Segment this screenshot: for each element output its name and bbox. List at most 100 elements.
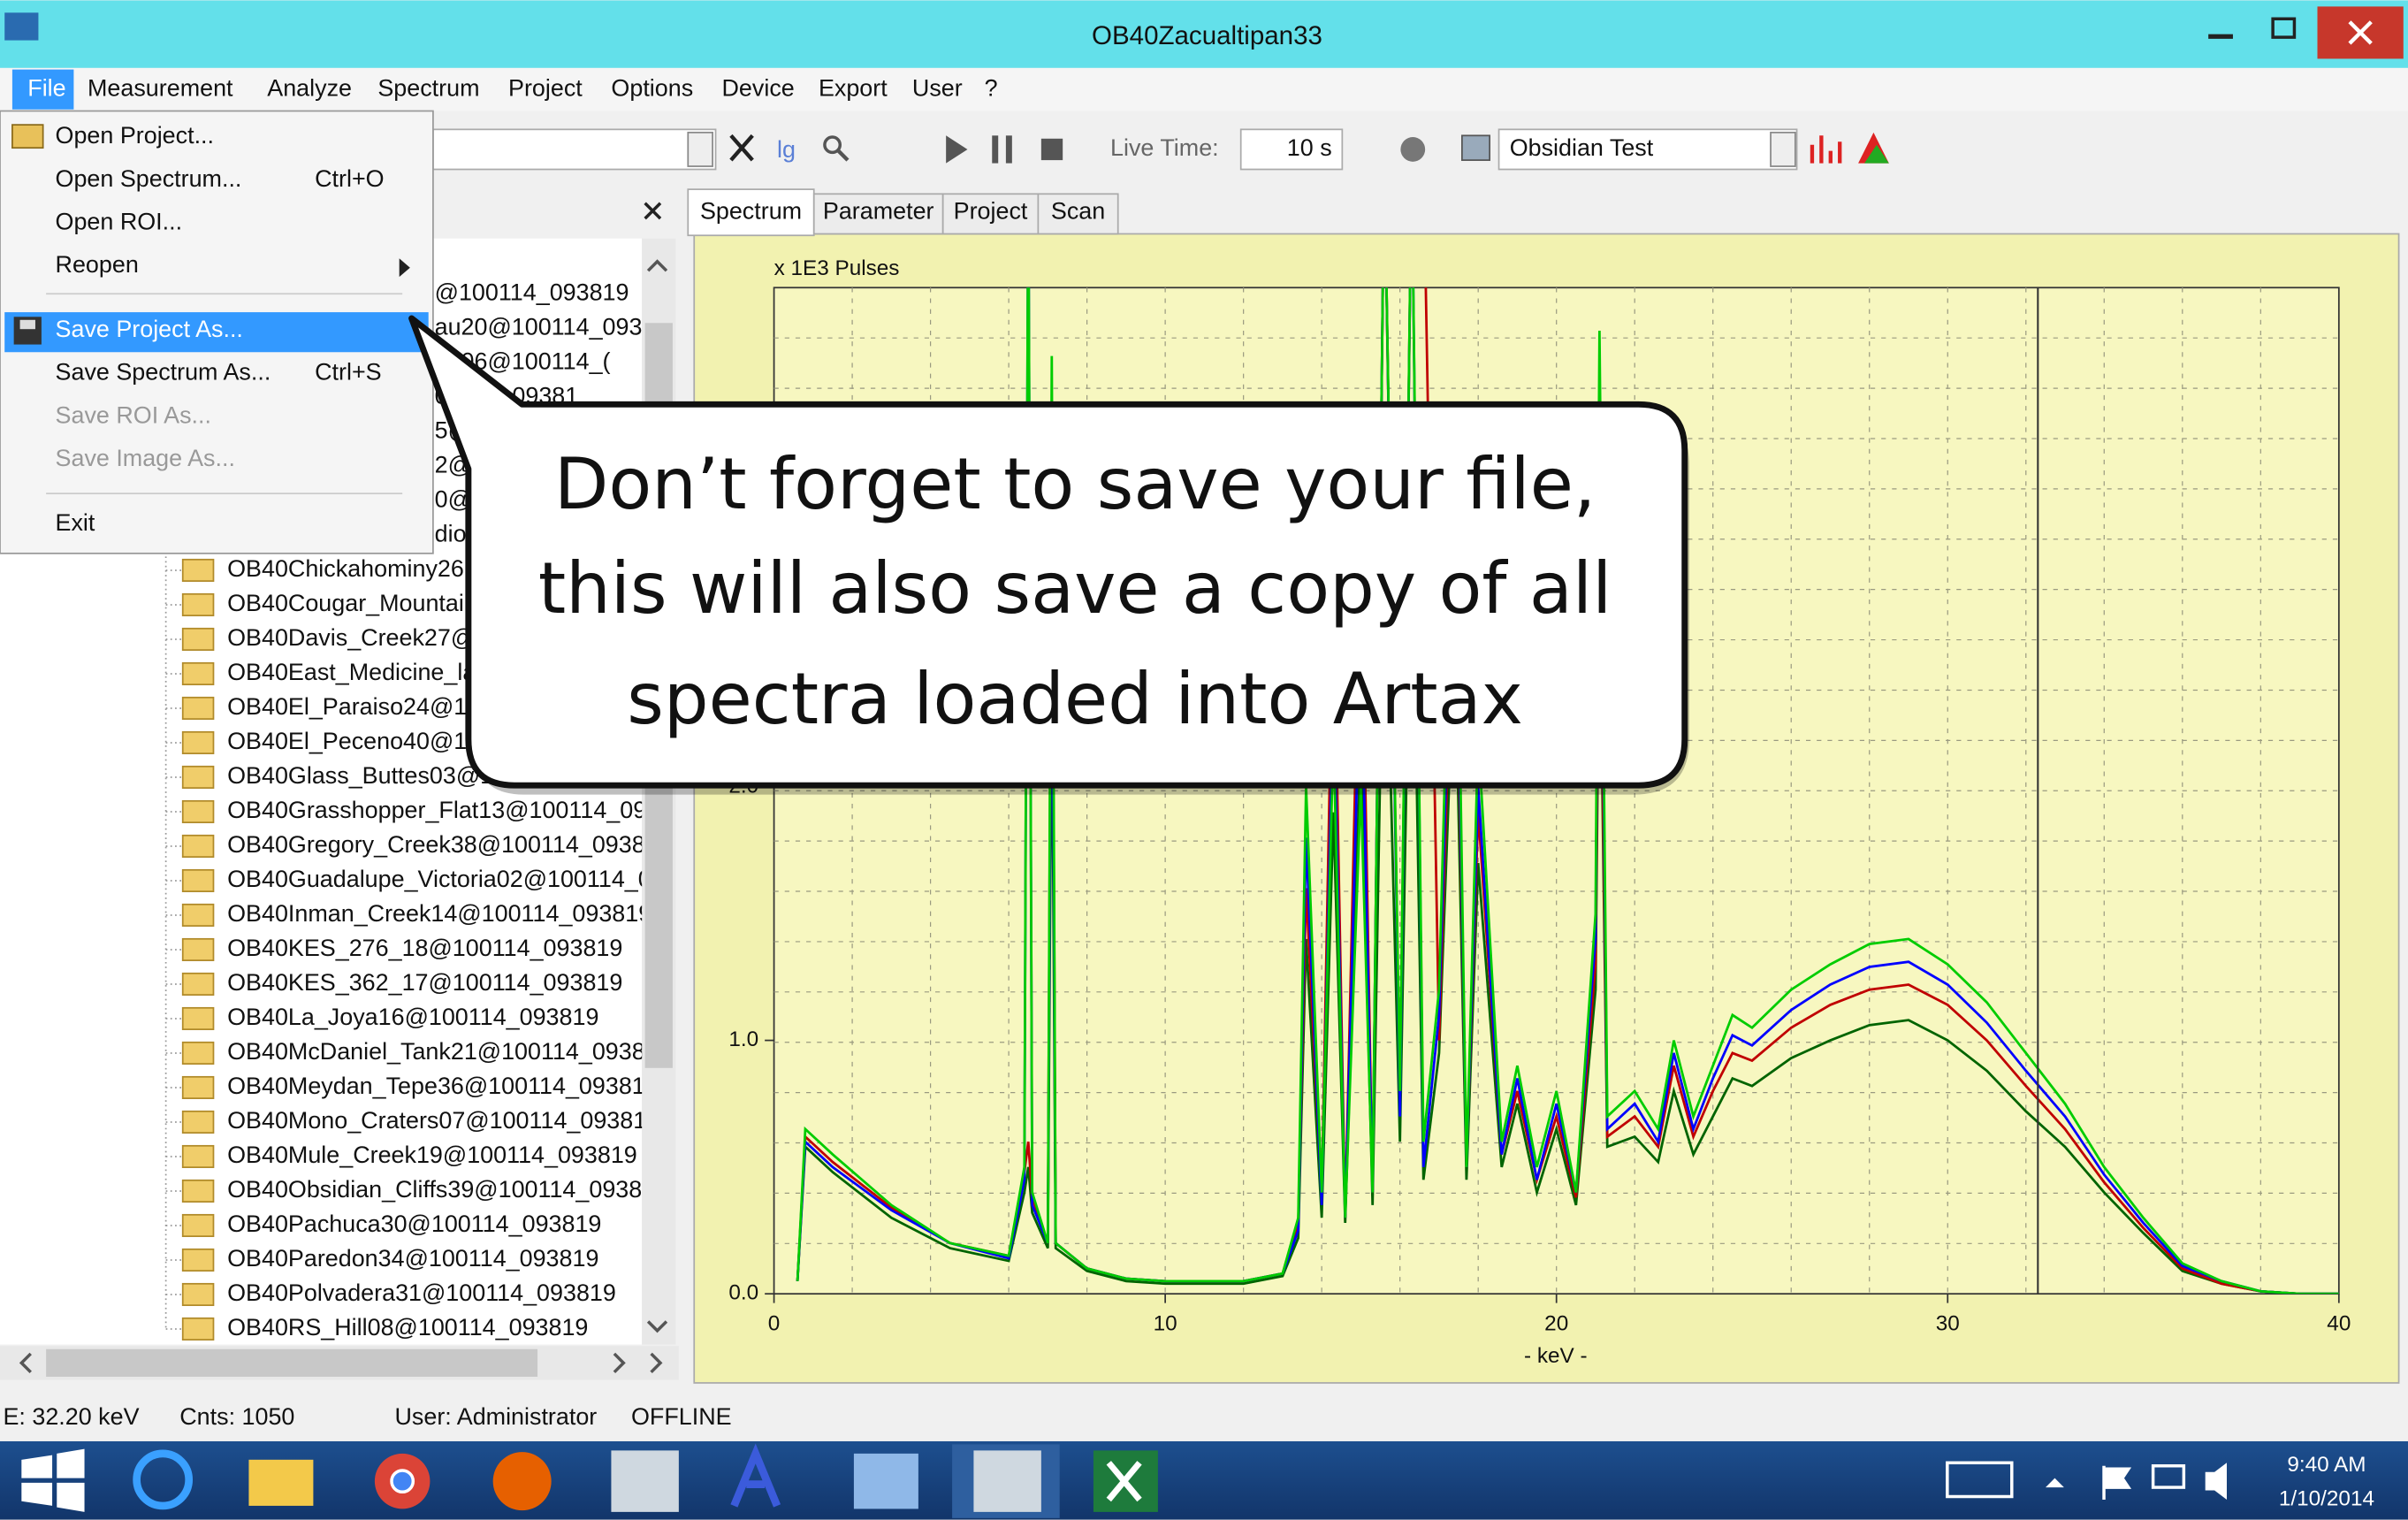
x-tick-label: 40 xyxy=(2327,1311,2351,1335)
taskbar xyxy=(0,1441,2408,1520)
menu-entry[interactable]: Open Spectrum... xyxy=(56,165,242,192)
tree-item[interactable]: OB40KES_276_18@100114_093819 xyxy=(227,935,622,961)
tree-item[interactable]: OB40Inman_Creek14@100114_093819 xyxy=(227,900,652,927)
folder-icon xyxy=(183,732,214,753)
spectrum-dropdown[interactable] xyxy=(433,129,716,169)
minimize-button[interactable] xyxy=(2208,34,2233,39)
tree-item[interactable]: OB40Gregory_Creek38@100114_09381 xyxy=(227,831,659,858)
menu-item[interactable]: Spectrum xyxy=(377,74,479,101)
menu-item[interactable]: Measurement xyxy=(88,74,233,101)
pause-icon[interactable] xyxy=(992,135,998,163)
live-time-value: 10 s xyxy=(1287,134,1332,161)
menu-entry: Save ROI As... xyxy=(56,401,211,428)
pause-icon xyxy=(1006,135,1012,163)
folder-icon xyxy=(183,1215,214,1236)
menu-item[interactable]: Device xyxy=(722,74,795,101)
open-icon xyxy=(12,125,43,148)
bruker-icon[interactable] xyxy=(611,1450,678,1511)
folder-icon xyxy=(183,1318,214,1340)
screenshot: lg @100114_093819au20@100114_093tte06@10… xyxy=(0,0,2408,1520)
folder-icon xyxy=(183,767,214,788)
x-tick-label: 10 xyxy=(1154,1311,1177,1335)
tree-item-partial: @100114_093819 xyxy=(435,279,629,305)
tree-item[interactable]: OB40Cougar_Mountain xyxy=(227,590,477,616)
y-tick-label: 1.0 xyxy=(728,1027,758,1051)
menu-entry[interactable]: Reopen xyxy=(56,251,139,278)
tab-label: Project xyxy=(954,197,1028,224)
file-menu: Open Project... Open Spectrum... Ctrl+O Ope… xyxy=(0,111,433,554)
status-text: User: Administrator xyxy=(394,1403,597,1430)
dropdown-arrow[interactable] xyxy=(1771,133,1795,166)
app-icon[interactable] xyxy=(854,1454,918,1509)
tree-item[interactable]: OB40Mule_Creek19@100114_093819 xyxy=(227,1142,637,1168)
menu-item[interactable]: Options xyxy=(611,74,693,101)
tree-item[interactable]: OB40Polvadera31@100114_093819 xyxy=(227,1279,616,1306)
menu-entry[interactable]: Open Project... xyxy=(56,122,214,149)
menu-entry: Save Image As... xyxy=(56,445,235,471)
stop-icon[interactable] xyxy=(1041,139,1063,160)
menu-entry[interactable]: Save Spectrum As... xyxy=(56,359,271,386)
tree-item[interactable]: OB40Davis_Creek27@ xyxy=(227,624,475,651)
tree-item[interactable]: OB40East_Medicine_la xyxy=(227,659,476,685)
log-icon[interactable]: lg xyxy=(777,136,796,163)
x-tick-label: 30 xyxy=(1936,1311,1960,1335)
callout-text: this will also save a copy of all xyxy=(538,547,1612,630)
tree-item[interactable]: OB40RS_Hill08@100114_093819 xyxy=(227,1314,588,1341)
folder-icon xyxy=(183,629,214,650)
tree-item[interactable]: OB40Glass_Buttes03@1 xyxy=(227,762,493,789)
folder-icon xyxy=(183,1111,214,1133)
menu-shortcut: Ctrl+S xyxy=(315,359,382,386)
x-tick-label: 20 xyxy=(1544,1311,1568,1335)
menu-entry[interactable]: Exit xyxy=(56,509,95,536)
tree-item[interactable]: OB40Paredon34@100114_093819 xyxy=(227,1245,598,1272)
h-scroll-thumb[interactable] xyxy=(46,1349,537,1377)
menu-item[interactable]: User xyxy=(912,74,963,101)
tree-item[interactable]: OB40Guadalupe_Victoria02@100114_0 xyxy=(227,866,652,892)
folder-icon xyxy=(183,1043,214,1064)
tree-item[interactable]: OB40Mono_Craters07@100114_09381 xyxy=(227,1107,646,1134)
menu-item[interactable]: Analyze xyxy=(267,74,352,101)
live-time-label: Live Time: xyxy=(1110,134,1219,161)
menu-entry[interactable]: Open ROI... xyxy=(56,208,183,234)
menu-item[interactable]: ? xyxy=(985,74,998,101)
method-name: Obsidian Test xyxy=(1510,134,1654,161)
tree-item[interactable]: OB40Chickahominy26@ xyxy=(227,555,488,582)
folder-icon xyxy=(183,1008,214,1029)
method-icon xyxy=(1462,135,1490,160)
tree-item[interactable]: OB40La_Joya16@100114_093819 xyxy=(227,1004,598,1030)
status-text: OFFLINE xyxy=(631,1403,732,1430)
y-axis-label: x 1E3 Pulses xyxy=(774,256,900,280)
menu-entry[interactable]: Save Project As... xyxy=(56,316,243,342)
tree-item[interactable]: OB40Meydan_Tepe36@100114_09381 xyxy=(227,1073,645,1099)
folder-icon xyxy=(183,801,214,822)
callout-text: spectra loaded into Artax xyxy=(627,658,1523,740)
tree-item[interactable]: OB40Grasshopper_Flat13@100114_093 xyxy=(227,797,659,823)
menu-bar xyxy=(0,68,2408,111)
menu-item[interactable]: File xyxy=(27,74,65,101)
x-axis-label: - keV - xyxy=(1524,1344,1588,1368)
folder-icon xyxy=(183,974,214,995)
window-title: OB40Zacualtipan33 xyxy=(1092,21,1322,50)
tree-item[interactable]: OB40KES_362_17@100114_093819 xyxy=(227,969,622,996)
folder-icon xyxy=(183,1180,214,1202)
menu-item[interactable]: Project xyxy=(508,74,583,101)
chrome-center xyxy=(392,1470,413,1492)
tree-item[interactable]: OB40Pachuca30@100114_093819 xyxy=(227,1211,601,1237)
firefox-icon[interactable] xyxy=(493,1452,552,1510)
callout-text: Don’t forget to save your file, xyxy=(554,443,1596,525)
clock-time: 9:40 AM xyxy=(2287,1453,2366,1477)
dropdown-arrow[interactable] xyxy=(688,133,712,166)
explorer-icon[interactable] xyxy=(248,1460,313,1506)
tree-item[interactable]: OB40McDaniel_Tank21@100114_0938 xyxy=(227,1038,645,1065)
folder-icon xyxy=(183,594,214,615)
folder-icon xyxy=(183,560,214,581)
tree-item[interactable]: OB40El_Paraiso24@10 xyxy=(227,693,480,720)
status-bar xyxy=(0,1392,2408,1441)
menu-shortcut: Ctrl+O xyxy=(315,165,385,192)
settings-icon[interactable] xyxy=(1400,137,1425,162)
clock-date: 1/10/2014 xyxy=(2279,1486,2374,1510)
tree-item[interactable]: OB40El_Peceno40@10 xyxy=(227,728,480,754)
tree-item[interactable]: OB40Obsidian_Cliffs39@100114_09381 xyxy=(227,1176,655,1203)
menu-item[interactable]: Export xyxy=(819,74,888,101)
folder-icon xyxy=(183,905,214,926)
